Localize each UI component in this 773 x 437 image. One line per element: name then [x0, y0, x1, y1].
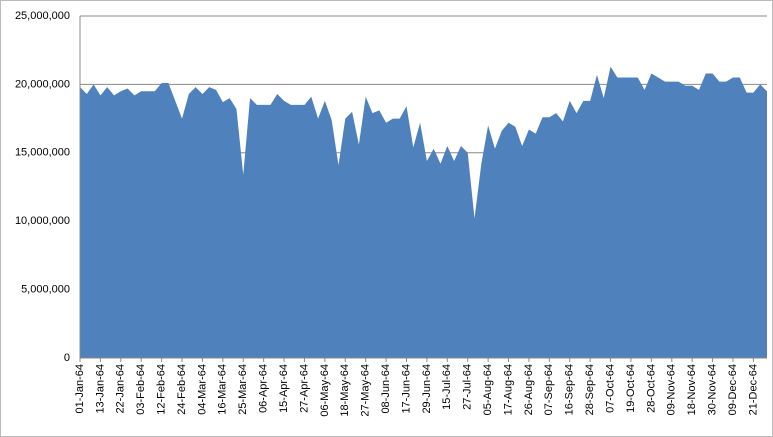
x-tick-label: 18-May-64 [339, 364, 351, 417]
x-tick-label: 27-Jul-64 [462, 364, 474, 410]
x-tick-label: 18-Nov-64 [686, 364, 698, 415]
x-tick-label: 07-Sep-64 [543, 364, 555, 415]
y-tick-label: 25,000,000 [15, 10, 70, 22]
x-tick-label: 01-Jan-64 [74, 364, 86, 414]
x-tick-label: 26-Aug-64 [523, 364, 535, 415]
x-tick-label: 27-May-64 [360, 364, 372, 417]
x-tick-label: 06-May-64 [319, 364, 331, 417]
area [80, 66, 767, 359]
x-tick-label: 13-Jan-64 [94, 364, 106, 414]
x-tick-label: 07-Oct-64 [604, 364, 616, 413]
x-tick-label: 24-Feb-64 [176, 364, 188, 415]
y-tick-label: 5,000,000 [21, 284, 70, 296]
x-tick-label: 15-Apr-64 [278, 364, 290, 413]
x-tick-label: 05-Aug-64 [482, 364, 494, 415]
x-tick-label: 09-Dec-64 [727, 364, 739, 415]
x-tick-label: 15-Jul-64 [441, 364, 453, 410]
x-tick-label: 22-Jan-64 [115, 364, 127, 414]
x-tick-label: 21-Dec-64 [747, 364, 759, 415]
x-tick-label: 16-Mar-64 [217, 364, 229, 415]
x-tick-label: 25-Mar-64 [237, 364, 249, 415]
x-tick-label: 17-Jun-64 [400, 364, 412, 414]
x-tick-label: 12-Feb-64 [156, 364, 168, 415]
x-tick-label: 09-Nov-64 [666, 364, 678, 415]
x-tick-label: 28-Sep-64 [584, 364, 596, 415]
x-tick-label: 17-Aug-64 [502, 364, 514, 415]
x-tick-label: 30-Nov-64 [706, 364, 718, 415]
x-tick-label: 03-Feb-64 [135, 364, 147, 415]
y-tick-label: 0 [64, 352, 70, 364]
x-tick-label: 27-Apr-64 [298, 364, 310, 413]
x-tick-label: 29-Jun-64 [421, 364, 433, 414]
x-tick-label: 16-Sep-64 [564, 364, 576, 415]
y-tick-label: 10,000,000 [15, 215, 70, 227]
x-tick-label: 08-Jun-64 [380, 364, 392, 414]
y-tick-label: 15,000,000 [15, 147, 70, 159]
y-tick-label: 20,000,000 [15, 78, 70, 90]
x-tick-label: 19-Oct-64 [625, 364, 637, 413]
x-tick-label: 28-Oct-64 [645, 364, 657, 413]
x-tick-label: 06-Apr-64 [258, 364, 270, 413]
x-tick-label: 04-Mar-64 [196, 364, 208, 415]
